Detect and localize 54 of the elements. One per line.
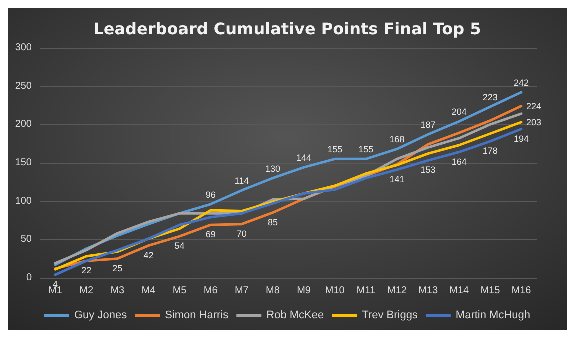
x-tick-label: M9 xyxy=(297,286,312,296)
data-label: 114 xyxy=(234,176,250,186)
data-label: 69 xyxy=(206,230,216,240)
data-label: 204 xyxy=(452,107,467,118)
x-tick-label: M14 xyxy=(450,286,470,296)
x-tick-label: M4 xyxy=(142,286,156,296)
y-tick-label: 300 xyxy=(15,42,32,54)
y-tick-label: 0 xyxy=(26,272,32,284)
data-label: 153 xyxy=(420,165,436,176)
y-tick-label: 50 xyxy=(20,234,32,246)
data-label: 70 xyxy=(236,228,247,239)
y-tick-label: 100 xyxy=(15,196,32,207)
x-tick-label: M12 xyxy=(387,286,408,296)
x-tick-label: M3 xyxy=(110,286,126,296)
y-tick-label: 250 xyxy=(15,80,32,92)
data-label: 203 xyxy=(526,117,542,128)
y-tick-label: 150 xyxy=(15,158,32,168)
data-label: 164 xyxy=(452,156,467,167)
legend-label: Guy Jones xyxy=(74,310,128,322)
y-tick-label: 200 xyxy=(15,119,32,130)
data-label: 223 xyxy=(482,92,498,103)
x-tick-label: M10 xyxy=(325,286,346,296)
data-label: 144 xyxy=(296,153,312,164)
x-tick-label: M13 xyxy=(418,286,438,296)
data-label: 22 xyxy=(82,266,92,276)
x-tick-label: M7 xyxy=(234,286,250,296)
data-label: 130 xyxy=(265,164,280,174)
legend-label: Rob McKee xyxy=(266,310,324,322)
x-tick-label: M6 xyxy=(204,286,218,296)
legend-label: Simon Harris xyxy=(165,310,230,322)
data-label: 155 xyxy=(358,144,374,155)
legend-label: Martin McHugh xyxy=(456,310,531,322)
data-label: 54 xyxy=(174,241,185,252)
data-label: 85 xyxy=(268,217,278,228)
legend-label: Trev Briggs xyxy=(362,310,418,322)
data-label: 155 xyxy=(328,144,343,155)
chart-title: Leaderboard Cumulative Points Final Top 5 xyxy=(94,20,482,38)
data-label: 25 xyxy=(112,263,123,274)
data-label: 242 xyxy=(514,78,529,88)
x-tick-label: M5 xyxy=(172,286,188,296)
x-tick-label: M2 xyxy=(80,286,94,296)
data-label: 194 xyxy=(514,134,529,144)
x-tick-label: M11 xyxy=(356,286,376,296)
x-tick-label: M16 xyxy=(512,286,532,296)
data-label: 168 xyxy=(390,134,405,145)
x-tick-label: M15 xyxy=(480,286,501,296)
data-label: 224 xyxy=(526,101,542,112)
data-label: 42 xyxy=(144,250,154,260)
data-label: 141 xyxy=(390,174,405,184)
data-label: 96 xyxy=(206,190,216,200)
x-tick-label: M8 xyxy=(266,286,280,296)
data-label: 178 xyxy=(482,146,498,156)
data-label: 187 xyxy=(420,120,436,130)
x-tick-label: M1 xyxy=(48,286,63,296)
